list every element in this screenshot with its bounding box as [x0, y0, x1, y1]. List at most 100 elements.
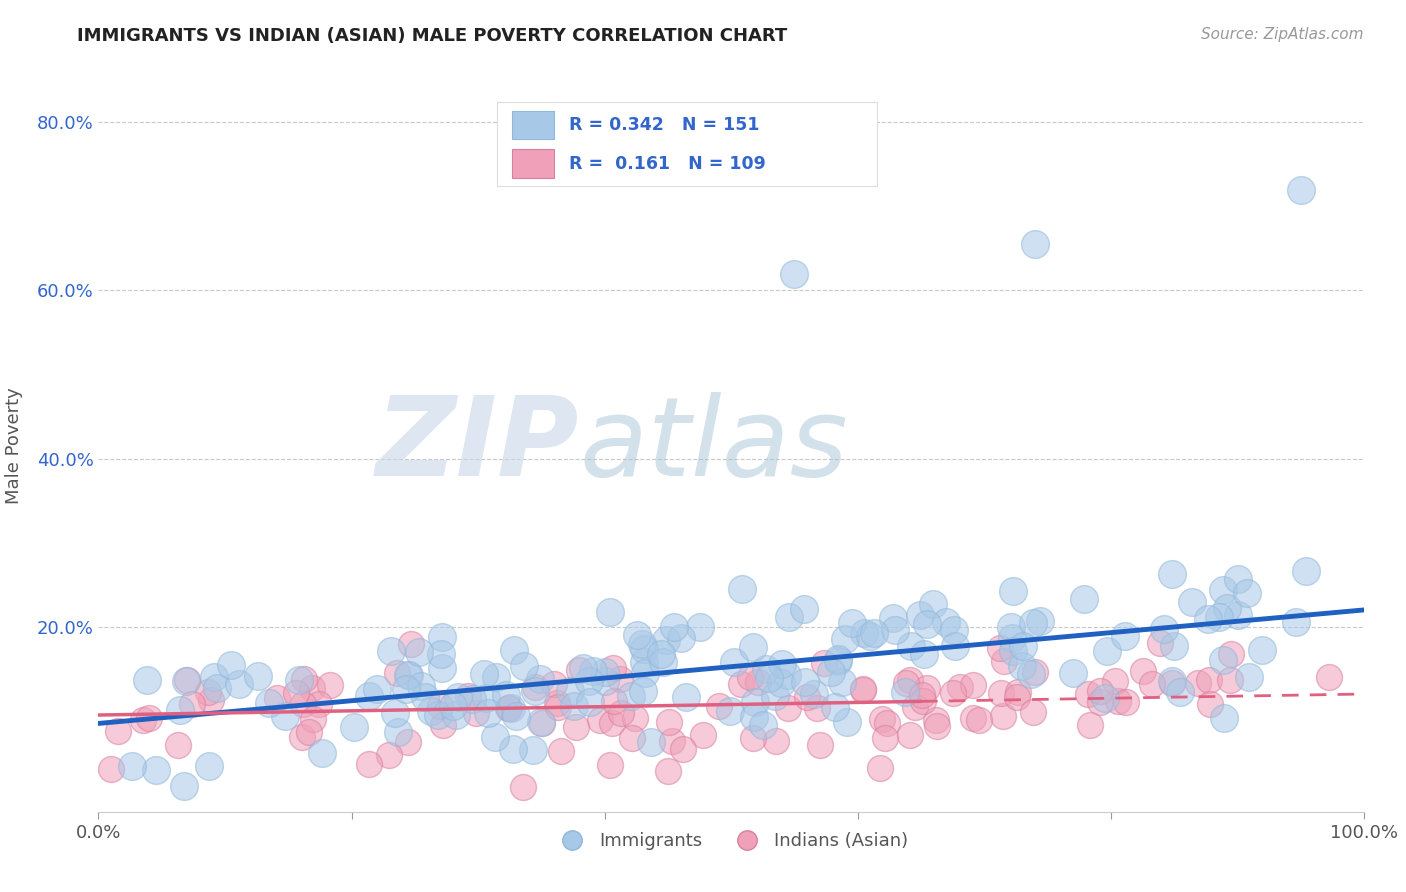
Point	[302, 712, 325, 726]
Point	[806, 701, 828, 715]
Point	[513, 659, 536, 673]
Point	[664, 620, 686, 634]
Point	[600, 716, 623, 731]
Point	[145, 763, 167, 777]
Point	[827, 654, 849, 668]
Point	[529, 715, 551, 730]
Point	[1219, 673, 1241, 688]
Point	[755, 662, 778, 676]
Point	[136, 673, 159, 687]
Point	[758, 671, 780, 685]
Point	[180, 698, 202, 712]
Point	[962, 711, 984, 725]
Point	[444, 707, 467, 722]
Point	[742, 640, 765, 654]
Point	[427, 707, 450, 722]
Point	[429, 699, 451, 714]
Point	[731, 582, 754, 596]
Point	[599, 605, 621, 619]
Point	[1181, 595, 1204, 609]
Point	[1250, 643, 1272, 657]
Point	[650, 647, 672, 661]
Point	[200, 692, 222, 706]
Point	[794, 674, 817, 689]
Point	[522, 743, 544, 757]
Point	[472, 667, 495, 681]
Point	[1095, 644, 1118, 658]
Point	[121, 759, 143, 773]
Point	[634, 666, 657, 681]
Point	[505, 708, 527, 723]
Point	[763, 689, 786, 703]
Point	[640, 735, 662, 749]
Point	[859, 629, 882, 643]
Point	[266, 691, 288, 706]
Point	[883, 623, 905, 637]
Point	[578, 695, 600, 709]
Point	[796, 690, 818, 705]
Point	[651, 655, 673, 669]
Point	[834, 632, 856, 647]
Point	[1062, 665, 1084, 680]
Point	[1208, 609, 1230, 624]
Point	[924, 713, 946, 727]
Point	[943, 624, 966, 638]
Point	[558, 683, 581, 698]
Point	[385, 665, 408, 680]
Point	[1022, 616, 1045, 631]
Point	[1295, 564, 1317, 578]
Point	[176, 674, 198, 689]
Point	[464, 706, 486, 721]
Point	[1212, 653, 1234, 667]
Point	[399, 637, 422, 651]
Point	[1115, 695, 1137, 709]
Point	[675, 690, 697, 704]
Text: ZIP: ZIP	[375, 392, 579, 500]
Point	[900, 729, 922, 743]
Point	[778, 610, 800, 624]
Point	[495, 688, 517, 702]
Point	[990, 685, 1012, 699]
Point	[499, 700, 522, 714]
Point	[274, 709, 297, 723]
Point	[475, 691, 498, 706]
Point	[776, 701, 799, 715]
Point	[949, 681, 972, 695]
Point	[827, 651, 849, 665]
Point	[633, 641, 655, 656]
Point	[1168, 685, 1191, 699]
Point	[741, 731, 763, 745]
Point	[1078, 718, 1101, 732]
Legend: Immigrants, Indians (Asian): Immigrants, Indians (Asian)	[547, 825, 915, 857]
Point	[1226, 607, 1249, 622]
Point	[311, 746, 333, 760]
Point	[1213, 711, 1236, 725]
Point	[173, 780, 195, 794]
Point	[862, 626, 884, 640]
Point	[908, 607, 931, 622]
Point	[578, 673, 600, 688]
Point	[562, 698, 585, 713]
Point	[813, 656, 835, 670]
Point	[543, 677, 565, 691]
Point	[707, 698, 730, 713]
Point	[432, 718, 454, 732]
Point	[484, 730, 506, 744]
Point	[962, 677, 984, 691]
Point	[692, 728, 714, 742]
Point	[1001, 583, 1024, 598]
Point	[384, 706, 406, 720]
Point	[1237, 671, 1260, 685]
Point	[770, 657, 793, 671]
Point	[820, 665, 842, 679]
Point	[1088, 683, 1111, 698]
Point	[610, 706, 633, 721]
Point	[415, 690, 437, 705]
Point	[904, 700, 927, 714]
Point	[915, 681, 938, 695]
Point	[1029, 615, 1052, 629]
Point	[319, 678, 342, 692]
Point	[626, 628, 648, 642]
Point	[1163, 639, 1185, 653]
Point	[1011, 658, 1033, 673]
